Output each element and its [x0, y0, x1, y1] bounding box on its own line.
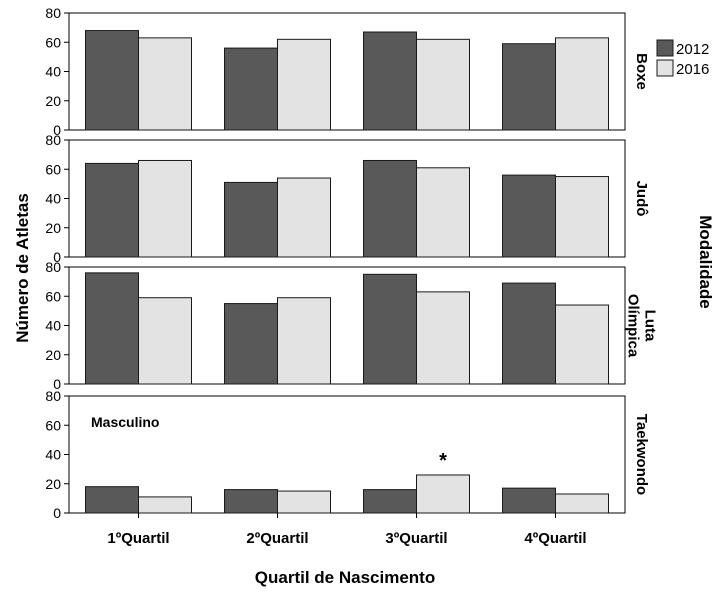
- bar-2016-1: [138, 37, 192, 131]
- y-tick-label: 60: [45, 161, 61, 177]
- bar-2016-2: [277, 38, 331, 131]
- y-tick-label: 80: [45, 132, 61, 148]
- bar-2016-1: [138, 496, 192, 514]
- x-tick-label: 2ºQuartil: [246, 530, 308, 547]
- x-axis-title: Quartil de Nascimento: [255, 568, 435, 587]
- y-tick-label: 0: [53, 249, 61, 265]
- y-tick-label: 40: [45, 191, 61, 207]
- facet-title: Modalidade: [696, 215, 715, 309]
- y-tick-label: 60: [45, 417, 61, 433]
- annotation-masculino: Masculino: [91, 414, 159, 430]
- y-tick-label: 40: [45, 64, 61, 80]
- x-tick-label: 1ºQuartil: [107, 530, 169, 547]
- panel-label-line: Taekwondo: [633, 414, 650, 495]
- bar-2012-1: [85, 486, 139, 514]
- bar-2016-4: [555, 37, 609, 131]
- y-tick-label: 80: [45, 259, 61, 275]
- y-tick-label: 60: [45, 34, 61, 50]
- bar-2012-3: [363, 31, 417, 131]
- bar-2016-4: [555, 493, 609, 514]
- bar-2012-1: [85, 272, 139, 385]
- bar-2016-3: [416, 38, 470, 131]
- y-tick-label: 0: [53, 122, 61, 138]
- bar-2016-1: [138, 159, 192, 258]
- bar-2012-4: [502, 174, 556, 258]
- bar-2012-1: [85, 30, 139, 131]
- bar-2012-4: [502, 487, 556, 514]
- y-tick-label: 20: [45, 476, 61, 492]
- x-tick-label: 4ºQuartil: [524, 530, 586, 547]
- bar-2012-3: [363, 159, 417, 258]
- y-axis-title: Número de Atletas: [13, 193, 32, 343]
- x-axis: 1ºQuartil 2ºQuartil 3ºQuartil 4ºQuartil: [107, 513, 587, 547]
- legend-label-2012: 2012: [676, 41, 709, 58]
- panel-jud-: 0 20 40 60 80 Judô: [45, 132, 650, 265]
- panel-label: Boxe: [633, 53, 650, 90]
- y-tick-label: 40: [45, 318, 61, 334]
- bar-2012-2: [224, 489, 278, 514]
- panel-label: LutaOlímpica: [625, 294, 659, 358]
- y-tick-label: 20: [45, 93, 61, 109]
- bar-2016-3: [416, 167, 470, 258]
- bar-2012-1: [85, 162, 139, 258]
- bar-2016-1: [138, 297, 192, 385]
- y-tick-label: 20: [45, 220, 61, 236]
- bar-2016-3: [416, 291, 470, 385]
- bar-2016-4: [555, 304, 609, 385]
- bar-2012-4: [502, 282, 556, 385]
- bar-2012-2: [224, 181, 278, 258]
- legend-swatch-2012: [656, 39, 674, 57]
- legend: 2012 2016: [656, 39, 709, 78]
- bar-2016-2: [277, 297, 331, 385]
- bar-2016-4: [555, 176, 609, 258]
- x-tick-label: 3ºQuartil: [385, 530, 447, 547]
- panel-taekwondo: 0 20 40 60 80 * Taekwondo Masculino: [45, 388, 650, 521]
- panel-label-line: Judô: [633, 181, 650, 217]
- panel-label-line: Olímpica: [625, 294, 642, 358]
- panels: 0 20 40 60 80 Boxe 0 20 40 60 80 Judô 0 20 40 60 80 LutaO…: [45, 5, 658, 547]
- bar-2016-2: [277, 177, 331, 258]
- panel-label-line: Luta: [642, 310, 659, 342]
- panel-luta-ol-mpica: 0 20 40 60 80 LutaOlímpica: [45, 259, 658, 392]
- y-tick-label: 40: [45, 447, 61, 463]
- y-tick-label: 80: [45, 5, 61, 21]
- y-tick-label: 0: [53, 505, 61, 521]
- y-tick-label: 80: [45, 388, 61, 404]
- panel-label: Judô: [633, 181, 650, 217]
- panel-label: Taekwondo: [633, 414, 650, 495]
- significance-marker: *: [439, 450, 447, 472]
- bar-2012-2: [224, 47, 278, 131]
- bar-2016-3: [416, 474, 470, 514]
- bar-2012-4: [502, 43, 556, 131]
- bar-2012-3: [363, 273, 417, 385]
- panel-boxe: 0 20 40 60 80 Boxe: [45, 5, 650, 138]
- legend-swatch-2016: [656, 59, 674, 77]
- panel-label-line: Boxe: [633, 53, 650, 90]
- y-tick-label: 60: [45, 288, 61, 304]
- y-tick-label: 0: [53, 376, 61, 392]
- y-tick-label: 20: [45, 347, 61, 363]
- legend-label-2016: 2016: [676, 61, 709, 78]
- bar-2012-2: [224, 303, 278, 385]
- bar-2016-2: [277, 490, 331, 514]
- bar-2012-3: [363, 489, 417, 514]
